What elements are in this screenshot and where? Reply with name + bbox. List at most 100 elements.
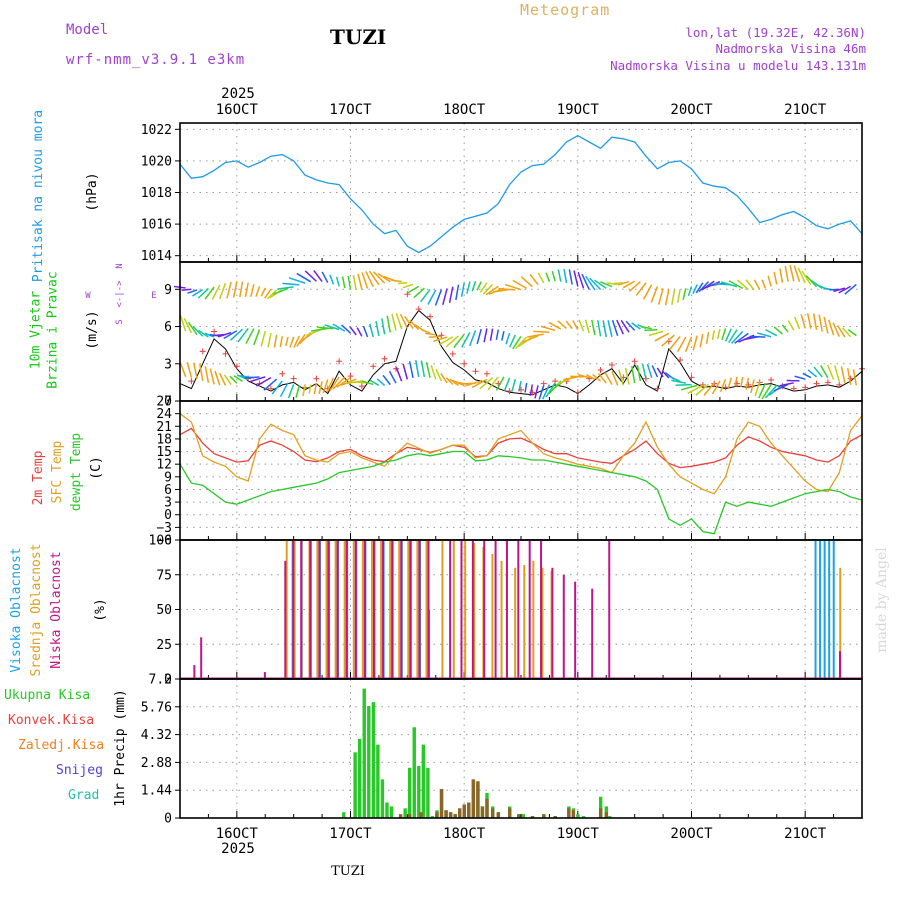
wind-barb [267, 332, 272, 348]
wind-barb [495, 376, 505, 391]
y-tick-label: 6 [164, 320, 172, 335]
wind-barb [279, 336, 284, 348]
wind-barb [465, 380, 482, 387]
wind-barb [395, 366, 403, 382]
precip-bar [458, 808, 462, 818]
wind-barb [324, 324, 340, 331]
model-label: Model [66, 22, 108, 38]
wind-barb [684, 336, 693, 353]
wind-barb [650, 286, 659, 303]
wind-barb [841, 327, 852, 338]
compass-south: S [115, 319, 125, 324]
wind-barb [664, 289, 670, 306]
cloud-bar [839, 567, 842, 679]
temperature-labels: 2m Temp SFC Temp dewpt Temp (C) [31, 433, 104, 511]
precip-bar [598, 796, 603, 818]
precip-bar [476, 781, 480, 818]
wind-barb [512, 279, 528, 290]
wind-barb [317, 326, 334, 330]
wind-barb [287, 384, 295, 399]
top-day-label: 17OCT [329, 102, 372, 118]
wind-barb [618, 369, 625, 386]
wind-barb [545, 382, 556, 398]
cloud-bar [591, 588, 594, 679]
wind-barb [793, 265, 801, 282]
cloud-bar [517, 540, 520, 679]
cloud-bar [389, 540, 392, 679]
wind-barb [616, 319, 624, 335]
wind-barb [277, 286, 294, 290]
cloud-bar [523, 565, 526, 679]
cloud-bar [318, 540, 321, 679]
wind-barb [390, 279, 402, 283]
wind-barb [761, 384, 772, 400]
wind-barb [263, 378, 278, 391]
wind-barb [520, 276, 533, 288]
wind-barb [703, 382, 715, 396]
wind-barb [482, 283, 494, 295]
cloud-bar [464, 540, 467, 679]
wind-barb [217, 331, 232, 338]
top-day-label: 20OCT [670, 102, 713, 118]
gust-point [574, 389, 581, 396]
panels: 101410161018102010220369−6−3036912151821… [141, 122, 865, 827]
wind-barb [538, 385, 545, 400]
cloud-bar [500, 560, 503, 679]
wind-barb [289, 336, 295, 348]
wind-barb [656, 367, 664, 378]
cloud-bar [449, 540, 452, 679]
precip-bar [530, 816, 535, 818]
wind-barb [361, 272, 369, 289]
bottom-day-label: 21OCT [784, 826, 827, 842]
wind-barb [495, 329, 500, 340]
wind-barb [784, 265, 789, 282]
wind-barb [631, 322, 641, 330]
wind-barb [365, 271, 374, 288]
wind-barb [504, 283, 522, 291]
precip-bar [435, 812, 439, 818]
cloud-bar [441, 540, 444, 679]
gust-point [802, 384, 809, 391]
snow-label: Snijeg [56, 763, 103, 778]
gust-point [404, 291, 411, 298]
pressure-units: (hPa) [85, 172, 100, 211]
wind-barb [375, 321, 380, 337]
wind-barb [440, 373, 448, 384]
precip-bar [398, 814, 403, 818]
wind-barb [667, 375, 681, 382]
wind-barb [267, 289, 278, 300]
wind-barb [255, 376, 272, 387]
cloud-bar [483, 540, 486, 679]
wind-barb [223, 374, 232, 386]
wind-barb [818, 314, 823, 332]
wind-barb [341, 324, 352, 334]
gust-point [790, 385, 797, 392]
precip-bar [581, 816, 586, 818]
cloud-bar [372, 540, 375, 679]
wind-barb [542, 384, 551, 400]
wind-barb [239, 281, 244, 298]
cloud-bar [541, 567, 544, 679]
wind-barb [321, 271, 329, 284]
grid [180, 679, 862, 818]
wind-barb [749, 335, 766, 338]
y-tick-label: 1016 [141, 218, 172, 233]
y-tick-label: 2.88 [141, 756, 172, 771]
wind-barb [438, 336, 454, 346]
wind-barb [421, 328, 431, 334]
wind-barb [753, 279, 761, 290]
wind-barb [620, 319, 630, 333]
gust-point [722, 384, 729, 391]
wind-barb [308, 384, 312, 394]
wind-barb [648, 330, 664, 337]
wind-barb [813, 366, 823, 378]
precip-bar [567, 808, 571, 818]
wind-barb [428, 335, 442, 338]
precip-bar [604, 812, 609, 818]
series-line-sfc-temp [179, 413, 863, 495]
grid [180, 401, 862, 540]
bottom-year-label: 2025 [221, 841, 255, 857]
gust-point [199, 348, 206, 355]
wind-barb [736, 279, 749, 291]
wind-barb [479, 377, 494, 390]
